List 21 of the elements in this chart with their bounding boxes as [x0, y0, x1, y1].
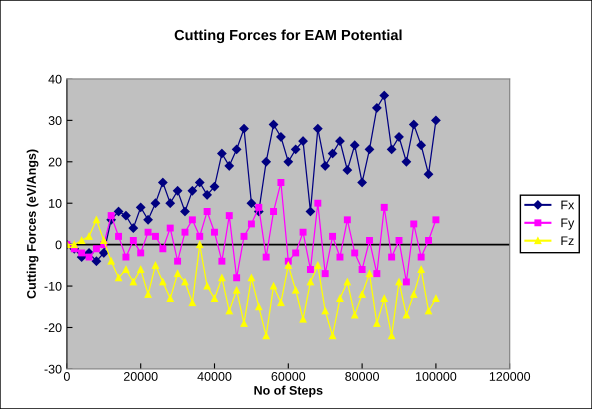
y-tick-label: 10 — [49, 199, 62, 208]
x-tick-label: 100000 — [416, 372, 456, 381]
y-tick-label: -30 — [44, 364, 62, 374]
x-tick-label: 120000 — [490, 372, 530, 381]
x-tick-label: 0 — [64, 372, 70, 381]
y-tick-label: 0 — [56, 240, 62, 250]
y-tick-label: 20 — [48, 158, 62, 166]
x-tick-label: 60000 — [272, 372, 306, 381]
legend-label: Fy — [561, 218, 574, 230]
y-tick-label: 30 — [48, 116, 62, 126]
chart-title: Cutting Forces for EAM Potential — [174, 29, 402, 44]
x-axis-title: No of Steps — [254, 386, 323, 398]
x-tick-label: 20000 — [124, 372, 158, 381]
y-axis-title: Cutting Forces (eV/Angs) — [26, 150, 38, 298]
y-tick-label: -10 — [44, 282, 62, 291]
legend-label: Fx — [561, 200, 574, 210]
legend-label: Fz — [561, 236, 574, 246]
x-tick-label: 80000 — [345, 372, 379, 381]
x-tick-label: 40000 — [197, 372, 232, 381]
y-tick-label: 40 — [48, 74, 62, 84]
y-tick-label: -20 — [44, 323, 62, 332]
